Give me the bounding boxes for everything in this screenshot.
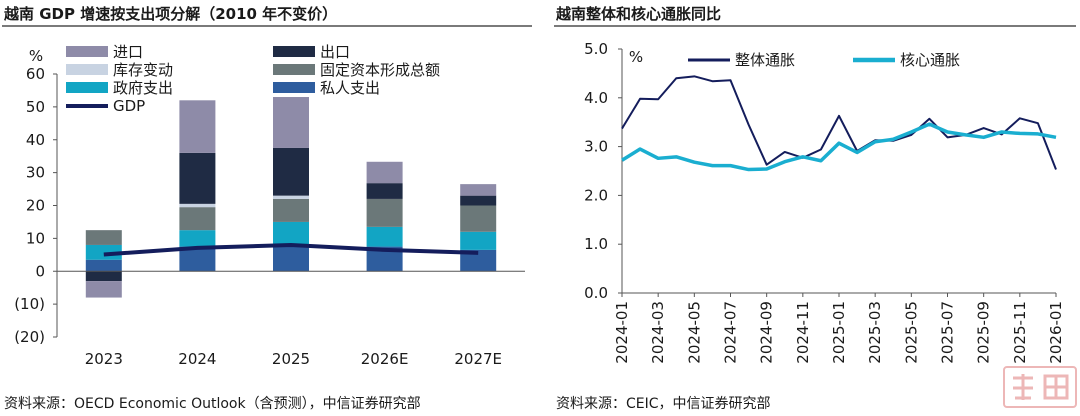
x-tick-label: 2026E: [361, 350, 409, 368]
y-tick-label: 0.0: [584, 284, 608, 302]
legend-label: 私人支出: [320, 79, 380, 97]
bar-segment: [179, 207, 216, 231]
gdp-decomposition-chart: (20) (10) 0 10 20 30 40 50 60% 2023 2024 2025 2026E 2…: [14, 43, 525, 368]
legend-label: 库存变动: [113, 61, 173, 79]
bar-segment: [273, 195, 309, 199]
bar-segment: [366, 226, 403, 247]
x-tick-label: 2025-09: [975, 301, 993, 364]
bar-segment: [273, 147, 309, 196]
left-title-divider: [2, 25, 532, 27]
bar-segment: [85, 271, 122, 282]
legend-label: 进口: [113, 43, 143, 61]
y-tick-label: 1.0: [584, 235, 608, 253]
legend-swatch: [66, 64, 108, 75]
legend-swatch: [66, 82, 108, 93]
bar-segment: [366, 198, 403, 227]
core-inflation-line: [621, 122, 1057, 172]
y-tick-label: 50: [26, 98, 45, 116]
y-tick-label: 60: [26, 65, 45, 83]
x-tick-label: 2027E: [454, 350, 502, 368]
y-tick-label: 2.0: [584, 186, 608, 204]
bar-segment: [460, 195, 497, 206]
y-tick-label: 5.0: [584, 40, 608, 58]
bar-segment: [460, 249, 497, 272]
legend-label: 核心通胀: [900, 51, 960, 69]
legend-swatch: [66, 46, 108, 57]
legend-swatch: [273, 46, 315, 57]
legend-label: 政府支出: [113, 79, 173, 97]
y-tick-label: (10): [14, 295, 45, 313]
bar-segment: [460, 184, 497, 196]
inflation-chart: 0.0 1.0 2.0 3.0 4.0 5.0 % 2024-01 2024-03 2024-05…: [584, 40, 1065, 364]
bar-segment: [85, 259, 122, 272]
y-tick-label: (20): [14, 328, 45, 346]
x-tick-label: 2025-07: [939, 301, 957, 364]
x-tick-label: 2026-01: [1047, 301, 1065, 364]
x-tick-label: 2025-05: [902, 301, 920, 364]
bar-segment: [366, 161, 403, 184]
x-tick-label: 2025-03: [866, 301, 884, 364]
bar-segment: [85, 281, 122, 298]
right-title-divider: [554, 25, 1076, 27]
bar-segment: [85, 244, 122, 260]
left-chart-title: 越南 GDP 增速按支出项分解（2010 年不变价）: [4, 5, 338, 23]
y-tick-label: 30: [26, 164, 45, 182]
bar-segment: [273, 244, 309, 272]
y-tick-label: 3.0: [584, 138, 608, 156]
legend-swatch: [273, 82, 315, 93]
x-tick-label: 2025-11: [1011, 301, 1029, 364]
x-tick-label: 2024-01: [613, 301, 631, 364]
y-tick-label: 40: [26, 131, 45, 149]
x-tick-label: 2024-11: [794, 301, 812, 364]
watermark-glyph: [1013, 374, 1069, 400]
bar-segment: [460, 205, 497, 232]
bar-segment: [179, 230, 216, 247]
x-tick-label: 2024: [178, 350, 216, 368]
x-tick-label: 2024-05: [685, 301, 703, 364]
y-unit-label: %: [29, 47, 43, 65]
legend-swatch: [273, 64, 315, 75]
legend-label: GDP: [113, 97, 145, 115]
y-tick-label: 4.0: [584, 89, 608, 107]
y-unit-label: %: [629, 48, 643, 66]
legend-label: 固定资本形成总额: [320, 61, 440, 79]
bar-segment: [460, 231, 497, 250]
bar-segment: [366, 183, 403, 199]
bar-segment: [273, 97, 309, 148]
bar-segment: [179, 152, 216, 204]
x-tick-label: 2023: [85, 350, 123, 368]
bar-segment: [179, 100, 216, 153]
left-chart-source: 资料来源：OECD Economic Outlook（含预测），中信证券研究部: [4, 396, 421, 412]
watermark-stamp: [1003, 366, 1077, 408]
x-tick-label: 2024-03: [649, 301, 667, 364]
bar-segment: [273, 221, 309, 245]
x-tick-label: 2024-09: [758, 301, 776, 364]
y-tick-label: 0: [35, 262, 45, 280]
headline-inflation-line: [621, 75, 1057, 170]
bar-segment: [179, 203, 216, 208]
right-chart-source: 资料来源：CEIC，中信证券研究部: [556, 396, 771, 412]
y-tick-label: 20: [26, 197, 45, 215]
right-chart-title: 越南整体和核心通胀同比: [556, 5, 722, 23]
legend-label: 出口: [320, 43, 350, 61]
x-tick-label: 2025-01: [830, 301, 848, 364]
bar-segment: [85, 230, 122, 245]
legend-label: 整体通胀: [735, 51, 795, 69]
x-tick-label: 2024-07: [722, 301, 740, 364]
bar-segment: [273, 198, 309, 222]
gdp-line: [103, 242, 479, 257]
y-tick-label: 10: [26, 229, 45, 247]
x-tick-label: 2025: [272, 350, 310, 368]
